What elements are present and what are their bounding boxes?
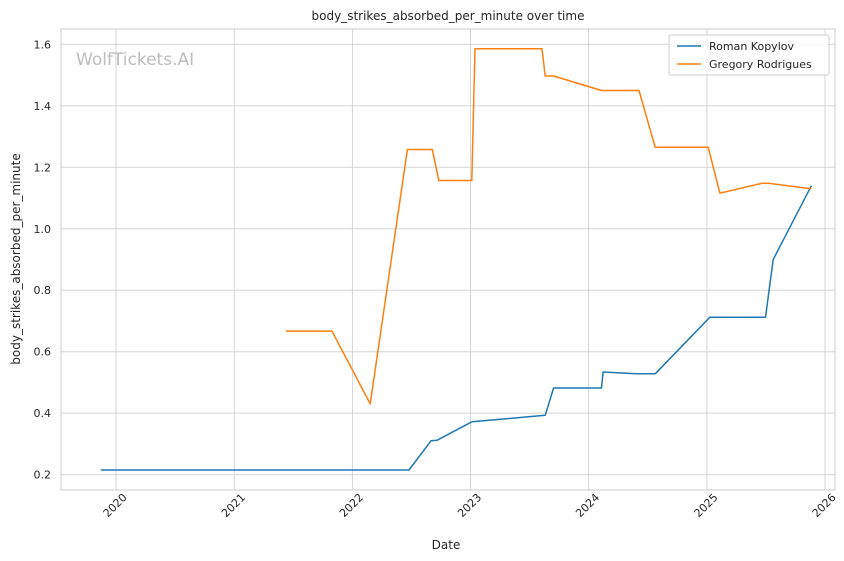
legend-label-gregory-rodrigues: Gregory Rodrigues — [709, 58, 812, 71]
series-line-roman-kopylov — [100, 185, 813, 471]
plot-frame — [60, 28, 836, 491]
series-line-gregory-rodrigues — [286, 47, 812, 405]
y-tick-label: 1.2 — [34, 161, 52, 174]
y-tick-label: 0.2 — [34, 469, 52, 482]
watermark: WolfTickets.AI — [76, 50, 194, 70]
y-tick-label: 1.6 — [34, 38, 52, 51]
chart-title: body_strikes_absorbed_per_minute over ti… — [312, 9, 585, 23]
legend: Roman Kopylov Gregory Rodrigues — [668, 34, 830, 76]
legend-box — [668, 34, 830, 76]
y-tick-label: 0.4 — [34, 407, 52, 420]
y-tick-label: 0.6 — [34, 346, 52, 359]
legend-label-roman-kopylov: Roman Kopylov — [709, 40, 794, 53]
y-tick-label: 0.8 — [34, 284, 52, 297]
y-tick-label: 1.0 — [34, 223, 52, 236]
grid — [61, 29, 835, 490]
x-axis-label: Date — [432, 538, 461, 552]
y-tick-label: 1.4 — [34, 100, 52, 113]
series-lines — [100, 47, 813, 471]
y-axis-label: body_strikes_absorbed_per_minute — [9, 153, 23, 364]
